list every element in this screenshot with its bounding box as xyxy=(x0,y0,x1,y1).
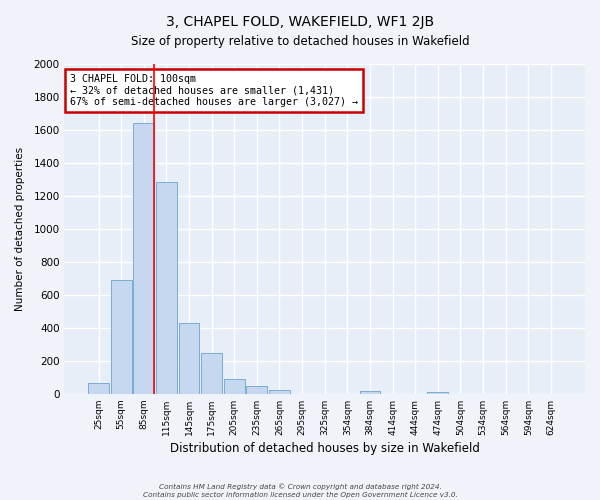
Text: 3, CHAPEL FOLD, WAKEFIELD, WF1 2JB: 3, CHAPEL FOLD, WAKEFIELD, WF1 2JB xyxy=(166,15,434,29)
Text: Size of property relative to detached houses in Wakefield: Size of property relative to detached ho… xyxy=(131,35,469,48)
Bar xyxy=(247,386,267,394)
Bar xyxy=(179,323,199,394)
Bar xyxy=(359,392,380,394)
Bar xyxy=(201,352,222,394)
Text: Contains HM Land Registry data © Crown copyright and database right 2024.
Contai: Contains HM Land Registry data © Crown c… xyxy=(143,484,457,498)
Bar xyxy=(427,392,448,394)
Bar xyxy=(269,390,290,394)
X-axis label: Distribution of detached houses by size in Wakefield: Distribution of detached houses by size … xyxy=(170,442,479,455)
Bar xyxy=(133,124,154,394)
Y-axis label: Number of detached properties: Number of detached properties xyxy=(15,147,25,311)
Bar xyxy=(88,383,109,394)
Bar xyxy=(111,280,131,394)
Bar xyxy=(156,182,177,394)
Bar xyxy=(224,379,245,394)
Text: 3 CHAPEL FOLD: 100sqm
← 32% of detached houses are smaller (1,431)
67% of semi-d: 3 CHAPEL FOLD: 100sqm ← 32% of detached … xyxy=(70,74,358,107)
